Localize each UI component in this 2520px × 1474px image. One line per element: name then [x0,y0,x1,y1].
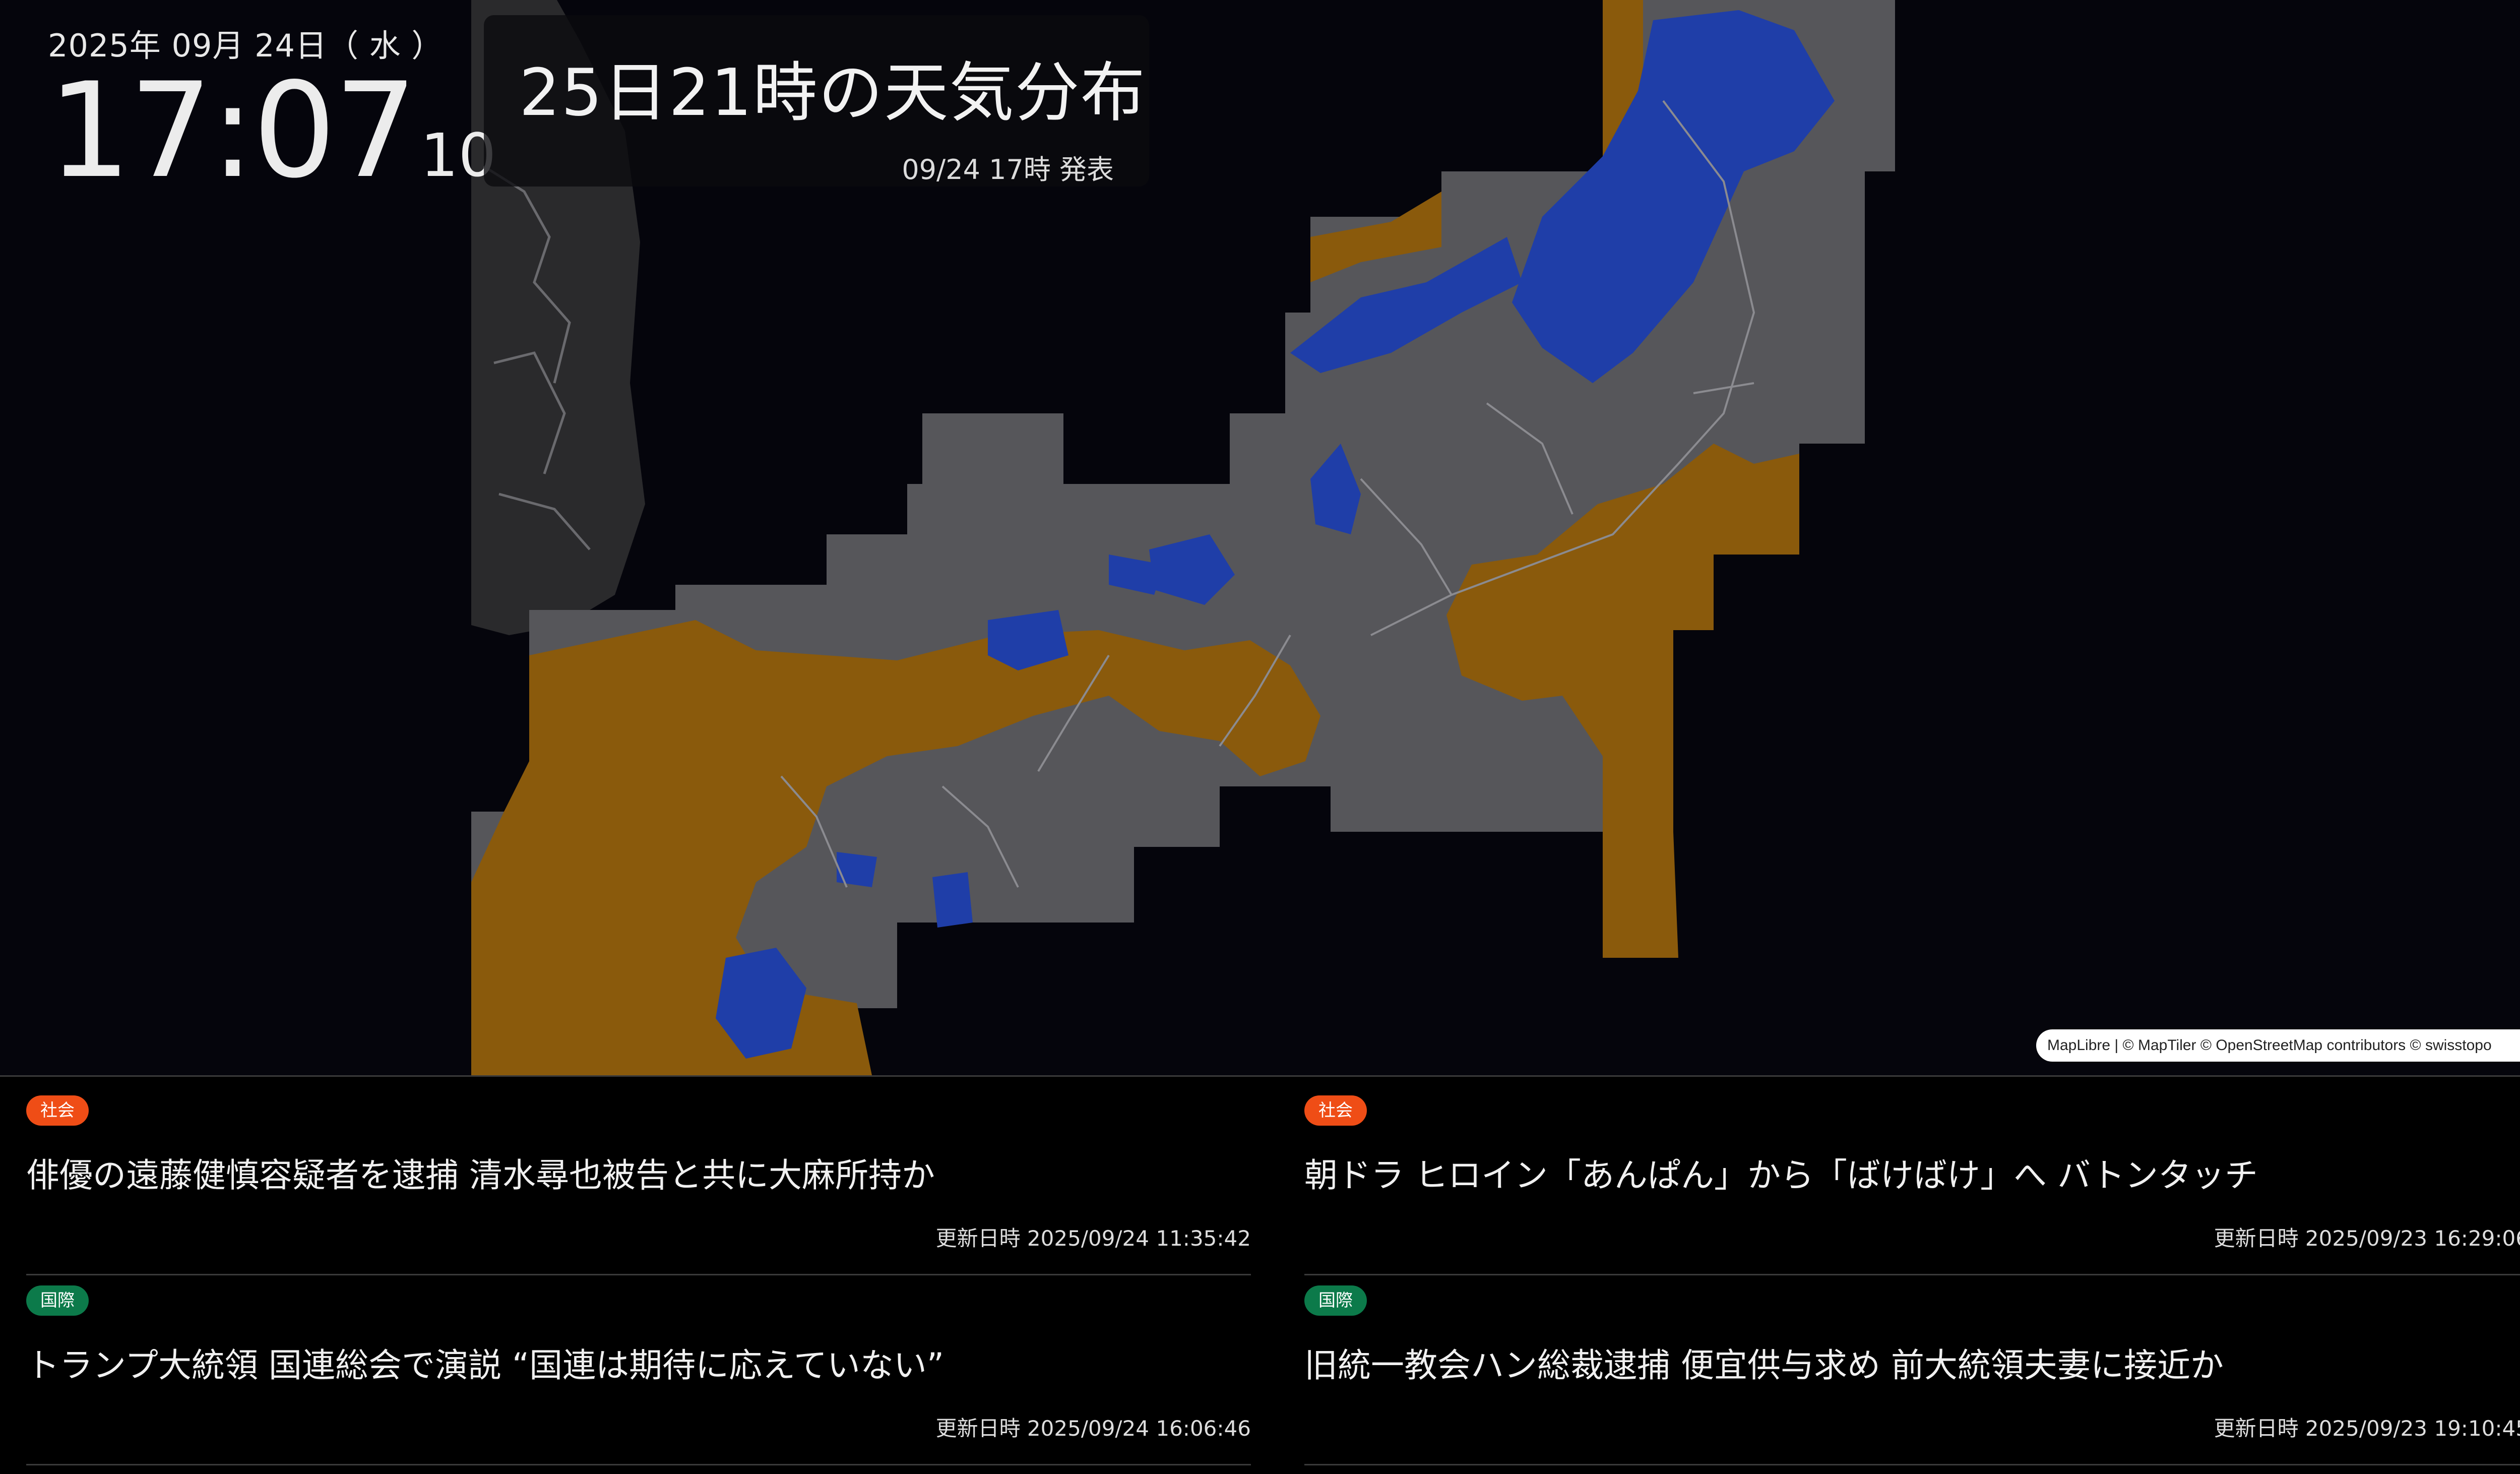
clock-seconds: 10 [420,120,496,190]
news-headline[interactable]: 旧統一教会ハン総裁逮捕 便宜供与求め 前大統領夫妻に接近か [1304,1346,2224,1385]
news-updated-time: 更新日時 2025/09/24 16:06:46 [935,1416,1251,1441]
news-item[interactable]: 社会 俳優の遠藤健慎容疑者を逮捕 清水尋也被告と共に大麻所持か 更新日時 202… [26,1085,1251,1275]
news-updated-time: 更新日時 2025/09/24 11:35:42 [935,1226,1251,1251]
news-updated-time: 更新日時 2025/09/23 19:10:45 [2214,1416,2520,1441]
prefecture-border-lines [780,100,1755,888]
news-category-badge: 国際 [26,1285,89,1316]
map-title-panel: 25日21時の天気分布 09/24 17時 発表 [484,15,1149,187]
forecast-rain-region-southwest [716,852,973,1059]
forecast-rain-region-northeast [1512,10,1835,383]
korea-border-lines [483,165,591,550]
forecast-sunny-region-north [1310,0,1643,282]
news-column-right: 社会 朝ドラ ヒロイン「あんぱん」から「ばけばけ」へ バトンタッチ 更新日時 2… [1304,1085,2520,1465]
news-divider [0,1075,2520,1077]
map-attribution: MapLibre | © MapTiler © OpenStreetMap co… [2036,1029,2520,1062]
clock-hours-minutes: 17:07 [48,55,417,207]
map-attribution-text: MapLibre | © MapTiler © OpenStreetMap co… [2047,1037,2492,1054]
news-category-badge: 社会 [26,1095,89,1126]
clock: 2025年 09月 24日（ 水 ） 17:0710 [48,20,496,221]
clock-time: 17:0710 [48,66,496,221]
news-headline[interactable]: トランプ大統領 国連総会で演説 “国連は期待に応えていない” [26,1346,944,1385]
map-title: 25日21時の天気分布 [519,55,1146,131]
forecast-rain-region-central [988,444,1361,670]
news-headline[interactable]: 朝ドラ ヒロイン「あんぱん」から「ばけばけ」へ バトンタッチ [1304,1156,2258,1195]
news-category-badge: 国際 [1304,1285,1367,1316]
clock-date: 2025年 09月 24日（ 水 ） [48,27,444,64]
weather-map-canvas[interactable] [0,0,2520,1075]
news-item[interactable]: 国際 旧統一教会ハン総裁逮捕 便宜供与求め 前大統領夫妻に接近か 更新日時 20… [1304,1275,2520,1465]
news-headline[interactable]: 俳優の遠藤健慎容疑者を逮捕 清水尋也被告と共に大麻所持か [26,1156,935,1195]
news-item[interactable]: 社会 朝ドラ ヒロイン「あんぱん」から「ばけばけ」へ バトンタッチ 更新日時 2… [1304,1085,2520,1275]
news-item[interactable]: 国際 トランプ大統領 国連総会で演説 “国連は期待に応えていない” 更新日時 2… [26,1275,1251,1465]
news-updated-time: 更新日時 2025/09/23 16:29:06 [2214,1226,2520,1251]
forecast-sunny-region-west [471,620,1320,1075]
news-column-left: 社会 俳優の遠藤健慎容疑者を逮捕 清水尋也被告と共に大麻所持か 更新日時 202… [26,1085,1251,1465]
weather-map[interactable] [0,0,2520,1075]
forecast-rain-region-north-coast [1290,237,1522,373]
map-issued-time: 09/24 17時 発表 [902,154,1114,186]
news-panel: 社会 俳優の遠藤健慎容疑者を逮捕 清水尋也被告と共に大麻所持か 更新日時 202… [0,1075,2520,1474]
news-category-badge: 社会 [1304,1095,1367,1126]
forecast-sunny-region-east [1446,444,1799,958]
